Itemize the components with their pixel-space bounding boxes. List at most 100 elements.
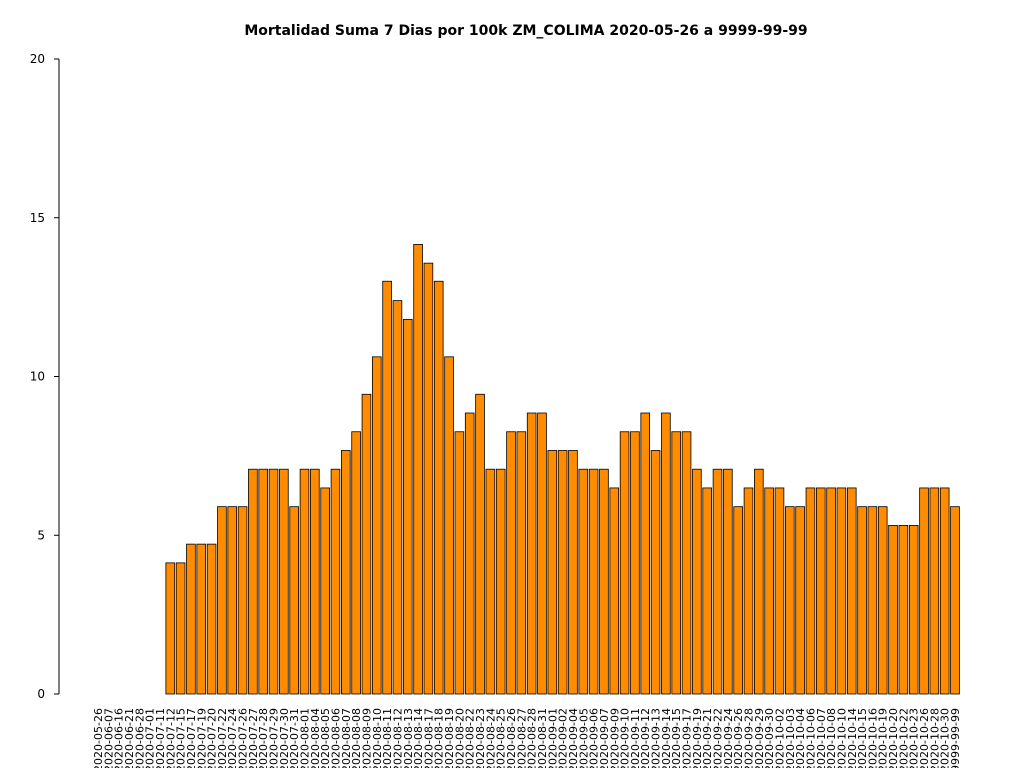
bar	[795, 506, 805, 695]
bar	[836, 487, 847, 695]
bar	[754, 468, 764, 695]
bar	[568, 450, 578, 695]
x-tick-label: 2020-07-27	[247, 708, 260, 768]
bar	[248, 468, 258, 695]
bar	[578, 468, 589, 695]
bar	[495, 468, 506, 695]
bar	[402, 318, 413, 695]
x-tick-label: 2020-06-16	[113, 708, 126, 768]
bar	[723, 468, 733, 695]
bar	[547, 450, 558, 695]
x-tick-label: 2020-09-29	[753, 708, 766, 768]
bar	[640, 412, 651, 695]
bar	[867, 506, 878, 695]
bar	[454, 431, 465, 695]
bar	[516, 431, 527, 695]
x-tick-label: 2020-10-02	[773, 708, 786, 768]
x-tick-label: 2020-08-07	[340, 708, 353, 768]
y-tick-label: 10	[30, 370, 45, 384]
bar	[526, 412, 537, 695]
x-tick-label: 2020-08-10	[371, 708, 384, 768]
x-tick-label: 2020-09-14	[660, 708, 673, 768]
bar	[805, 487, 816, 695]
bar	[888, 525, 898, 695]
bar	[661, 412, 671, 695]
bar	[650, 450, 661, 695]
x-tick-label: 2020-07-29	[268, 708, 281, 768]
x-tick-label: 2020-08-26	[505, 708, 518, 768]
y-tick-label: 20	[30, 52, 45, 66]
bar	[785, 506, 795, 695]
x-tick-label: 2020-09-01	[546, 708, 559, 768]
x-axis: 2020-05-262020-06-072020-06-162020-06-21…	[92, 708, 962, 768]
bar	[877, 506, 888, 695]
bar	[217, 506, 227, 695]
bar	[279, 468, 289, 695]
x-tick-label: 2020-07-26	[237, 708, 250, 768]
y-tick-label: 5	[37, 528, 45, 542]
bar	[268, 468, 279, 695]
x-tick-label: 2020-09-28	[742, 708, 755, 768]
x-tick-label: 2020-07-20	[206, 708, 219, 768]
bar	[310, 468, 320, 695]
bar	[175, 562, 186, 695]
x-tick-label: 2020-08-06	[329, 708, 342, 768]
x-tick-label: 2020-09-22	[712, 708, 725, 768]
x-tick-label: 2020-09-30	[763, 708, 776, 768]
x-tick-label: 2020-07-11	[154, 708, 167, 768]
bar	[908, 525, 919, 695]
bar	[237, 506, 248, 695]
x-tick-label: 2020-07-12	[164, 708, 177, 768]
x-tick-label: 2020-09-09	[608, 708, 621, 768]
x-tick-label: 2020-06-28	[133, 708, 146, 768]
y-axis: 0 5 10 15 20	[30, 52, 60, 701]
bar	[196, 543, 207, 695]
x-tick-label: 2020-09-10	[619, 708, 632, 768]
bar	[382, 280, 392, 695]
x-tick-label: 2020-09-13	[650, 708, 663, 768]
bar	[423, 262, 434, 695]
x-tick-label: 2020-06-21	[123, 708, 136, 768]
bar	[299, 468, 310, 695]
bar	[186, 543, 196, 695]
x-tick-label: 2020-10-28	[928, 708, 941, 768]
y-tick-label: 0	[37, 687, 45, 701]
x-tick-label: 2020-08-20	[453, 708, 466, 768]
x-tick-label: 2020-09-04	[567, 708, 580, 768]
x-tick-label: 2020-08-14	[412, 708, 425, 768]
x-tick-label: 2020-09-07	[598, 708, 611, 768]
bar	[557, 450, 568, 695]
x-tick-label: 2020-10-08	[825, 708, 838, 768]
x-tick-label: 2020-10-16	[866, 708, 879, 768]
bar	[630, 431, 640, 695]
x-tick-label: 2020-10-10	[835, 708, 848, 768]
x-tick-label: 2020-10-06	[804, 708, 817, 768]
x-tick-label: 2020-08-11	[381, 708, 394, 768]
x-tick-label: 2020-07-24	[226, 708, 239, 768]
bar	[712, 468, 723, 695]
x-tick-label: 2020-09-11	[629, 708, 642, 768]
bar	[599, 468, 609, 695]
x-tick-label: 2020-07-31	[288, 708, 301, 768]
bar	[444, 356, 454, 695]
x-tick-label: 2020-07-30	[278, 708, 291, 768]
bar	[826, 487, 836, 695]
bar	[774, 487, 785, 695]
x-tick-label: 2020-09-02	[557, 708, 570, 768]
x-tick-label: 2020-07-01	[144, 708, 157, 768]
bar	[681, 431, 692, 695]
bar	[258, 468, 269, 695]
x-tick-label: 2020-10-15	[856, 708, 869, 768]
x-tick-label: 2020-05-26	[92, 708, 105, 768]
x-tick-label: 2020-08-22	[464, 708, 477, 768]
x-tick-label: 2020-09-12	[639, 708, 652, 768]
x-tick-label: 2020-08-31	[536, 708, 549, 768]
x-tick-label: 9999-99-99	[949, 708, 962, 768]
bar	[846, 487, 857, 695]
bar	[733, 506, 743, 695]
bar	[939, 487, 950, 695]
bar	[764, 487, 774, 695]
x-tick-label: 2020-08-17	[422, 708, 435, 768]
x-tick-label: 2020-08-05	[319, 708, 332, 768]
x-tick-label: 2020-07-28	[257, 708, 270, 768]
